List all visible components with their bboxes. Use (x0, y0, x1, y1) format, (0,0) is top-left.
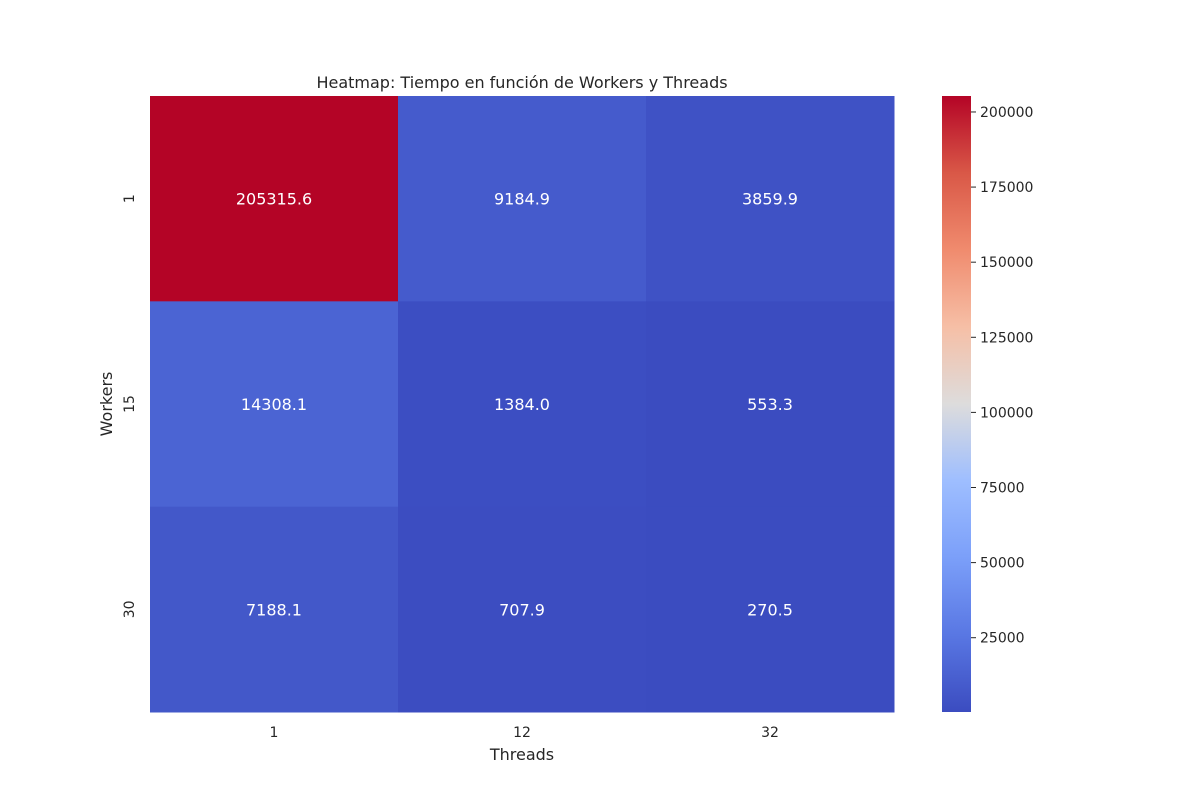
heatmap-cell-r1-c0 (150, 301, 399, 508)
heatmap-cells (150, 96, 895, 713)
heatmap-cell-r0-c0 (150, 96, 399, 302)
y-axis-label: Workers (97, 372, 116, 437)
cell-value-label: 707.9 (499, 600, 545, 619)
heatmap-cell-r2-c0 (150, 506, 399, 713)
cell-value-label: 270.5 (747, 600, 793, 619)
colorbar (942, 96, 971, 712)
colorbar-tick-label: 100000 (980, 405, 1033, 421)
x-axis-label: Threads (489, 745, 554, 764)
y-tick-label: 1 (122, 194, 138, 203)
colorbar-tick-label: 200000 (980, 105, 1033, 121)
colorbar-tick-label: 150000 (980, 255, 1033, 271)
x-tick-label: 32 (761, 725, 779, 741)
colorbar-tick-label: 50000 (980, 556, 1025, 572)
colorbar-ticks: 25000 50000 75000 100000 125000 150000 175000 2… (971, 105, 1033, 647)
colorbar-tick-label: 125000 (980, 330, 1033, 346)
cell-value-label: 1384.0 (494, 395, 550, 414)
cell-value-label: 7188.1 (246, 600, 302, 619)
heatmap-cell-r2-c1 (398, 506, 647, 713)
heatmap-cell-r0-c1 (398, 96, 647, 302)
cell-value-label: 3859.9 (742, 190, 798, 209)
cell-value-label: 205315.6 (236, 190, 312, 209)
heatmap-cell-r1-c1 (398, 301, 647, 508)
y-tick-label: 30 (122, 600, 138, 618)
x-axis-ticks: 1 12 32 (270, 725, 779, 741)
y-axis-ticks: 1 15 30 (122, 194, 138, 618)
colorbar-tick-label: 75000 (980, 480, 1025, 496)
cell-value-label: 553.3 (747, 395, 793, 414)
heatmap-cell-r0-c2 (646, 96, 895, 302)
x-tick-label: 1 (270, 725, 279, 741)
heatmap-cell-r1-c2 (646, 301, 895, 508)
colorbar-tick-label: 25000 (980, 631, 1025, 647)
colorbar-tick-label: 175000 (980, 180, 1033, 196)
y-tick-label: 15 (122, 395, 138, 413)
cell-value-label: 9184.9 (494, 190, 550, 209)
x-tick-label: 12 (513, 725, 531, 741)
heatmap-cell-r2-c2 (646, 506, 895, 713)
chart-title: Heatmap: Tiempo en función de Workers y … (316, 73, 727, 92)
cell-labels: 205315.6 9184.9 3859.9 14308.1 1384.0 553.3 71… (236, 190, 798, 620)
cell-value-label: 14308.1 (241, 395, 307, 414)
